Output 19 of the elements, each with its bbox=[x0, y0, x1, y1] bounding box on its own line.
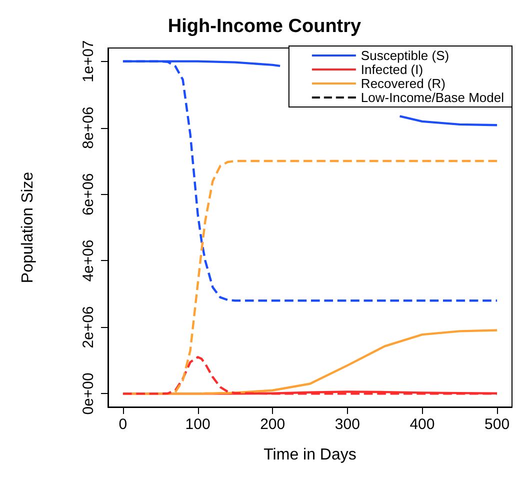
x-axis-title: Time in Days bbox=[264, 446, 356, 464]
legend-label: Recovered (R) bbox=[360, 76, 446, 91]
y-tick-label: 4e+06 bbox=[80, 240, 97, 282]
y-tick-label: 2e+06 bbox=[80, 306, 97, 348]
x-tick-label: 200 bbox=[260, 416, 286, 433]
y-tick-label: 1e+07 bbox=[80, 40, 97, 82]
x-tick-label: 0 bbox=[118, 416, 128, 433]
y-axis-title: Population Size bbox=[20, 172, 36, 284]
legend-label: Susceptible (S) bbox=[360, 48, 450, 63]
x-tick-label: 400 bbox=[410, 416, 435, 433]
x-tick-label: 300 bbox=[334, 416, 360, 433]
legend-label: Infected (I) bbox=[360, 62, 424, 77]
x-tick-label: 500 bbox=[484, 416, 510, 433]
y-tick-label: 0e+00 bbox=[80, 372, 97, 415]
x-tick-label: 100 bbox=[185, 416, 210, 433]
chart-title: High-Income Country bbox=[168, 16, 362, 37]
y-tick-label: 8e+06 bbox=[80, 106, 97, 149]
legend-label: Low-Income/Base Model bbox=[360, 90, 504, 105]
y-tick-label: 6e+06 bbox=[80, 173, 97, 216]
